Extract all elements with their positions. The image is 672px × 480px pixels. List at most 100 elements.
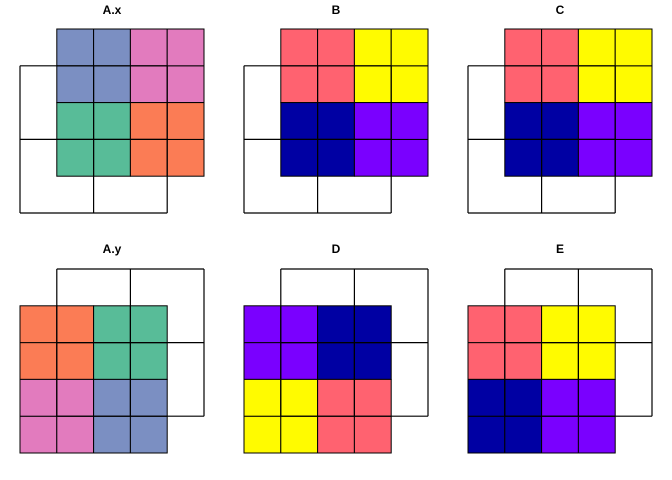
outline-grid [467, 65, 616, 214]
tile-cell [56, 65, 95, 104]
panel-title: E [556, 242, 564, 256]
tile-cell [504, 342, 543, 380]
tile-cell [280, 28, 319, 67]
tile-cell [56, 28, 95, 67]
tile-cell [56, 138, 95, 177]
tile-cell [467, 342, 506, 380]
tile-cell [504, 65, 543, 104]
tile-cell [243, 305, 282, 344]
tile-cell [317, 415, 355, 454]
tile-cell [353, 305, 392, 344]
tile-cell [504, 28, 543, 67]
tile-cell [166, 28, 205, 67]
tile-cell [614, 65, 653, 104]
outline-grid [56, 268, 205, 417]
tile-cell [541, 28, 579, 67]
tile-cell [93, 415, 131, 454]
panel-c: C [467, 3, 653, 214]
tile-cell [353, 102, 392, 140]
tile-cell [504, 138, 543, 177]
tile-cell [541, 378, 579, 417]
tile-cell [93, 65, 131, 104]
tile-cell [541, 102, 579, 140]
tile-cell [614, 28, 653, 67]
tile-cell [541, 65, 579, 104]
tile-cell [504, 415, 543, 454]
tile-cell [19, 378, 58, 417]
tile-cell [353, 415, 392, 454]
tile-cell [129, 415, 168, 454]
panel-title: B [332, 3, 341, 17]
tile-cell [467, 415, 506, 454]
tile-cell [129, 138, 168, 177]
tile-cell [390, 138, 429, 177]
tile-cell [577, 342, 616, 380]
tile-cell [280, 415, 319, 454]
tile-cell [56, 305, 95, 344]
tile-cell [166, 65, 205, 104]
tile-cell [353, 65, 392, 104]
tile-cell [280, 102, 319, 140]
tile-cell [317, 28, 355, 67]
tile-cell [243, 415, 282, 454]
tile-cell [19, 415, 58, 454]
tile-cell [353, 378, 392, 417]
tile-cell [614, 138, 653, 177]
tile-cell [317, 138, 355, 177]
panel-a-y: A.y [19, 242, 205, 454]
panel-b: B [243, 3, 429, 214]
tile-cell [129, 102, 168, 140]
tile-cell [129, 65, 168, 104]
tile-cell [577, 65, 616, 104]
tile-cell [317, 102, 355, 140]
tile-cell [577, 378, 616, 417]
tile-cell [280, 65, 319, 104]
panel-a-x: A.x [19, 3, 205, 214]
panel-d: D [243, 242, 429, 454]
tile-cell [93, 378, 131, 417]
tile-cell [504, 102, 543, 140]
outline-grid [504, 268, 653, 417]
tile-cell [93, 28, 131, 67]
tile-cell [614, 102, 653, 140]
tile-cell [56, 415, 95, 454]
tile-cell [93, 138, 131, 177]
outline-grid [243, 65, 392, 214]
tile-cell [93, 102, 131, 140]
tile-cell [280, 305, 319, 344]
tile-cell [280, 342, 319, 380]
tile-cell [353, 28, 392, 67]
tile-cell [504, 378, 543, 417]
tile-cell [93, 305, 131, 344]
tile-cell [390, 65, 429, 104]
tile-cell [280, 378, 319, 417]
panel-title: D [332, 242, 341, 256]
tile-cell [467, 378, 506, 417]
outline-grid [280, 268, 429, 417]
tile-cell [56, 342, 95, 380]
tile-cell [577, 28, 616, 67]
tile-cell [166, 138, 205, 177]
outline-grid [19, 65, 168, 214]
tile-cell [317, 65, 355, 104]
tile-cell [56, 378, 95, 417]
tile-cell [19, 305, 58, 344]
tile-cell [541, 415, 579, 454]
tile-cell [353, 342, 392, 380]
tile-cell [504, 305, 543, 344]
tile-cell [280, 138, 319, 177]
tile-cell [317, 342, 355, 380]
tile-cell [19, 342, 58, 380]
tile-cell [243, 342, 282, 380]
tile-cell [541, 138, 579, 177]
tile-cell [129, 28, 168, 67]
tile-cell [166, 102, 205, 140]
tile-cell [577, 305, 616, 344]
tile-cell [541, 342, 579, 380]
tile-cell [577, 415, 616, 454]
tile-cell [577, 102, 616, 140]
tile-cell [467, 305, 506, 344]
tile-cell [577, 138, 616, 177]
tile-cell [390, 102, 429, 140]
tile-cell [317, 378, 355, 417]
